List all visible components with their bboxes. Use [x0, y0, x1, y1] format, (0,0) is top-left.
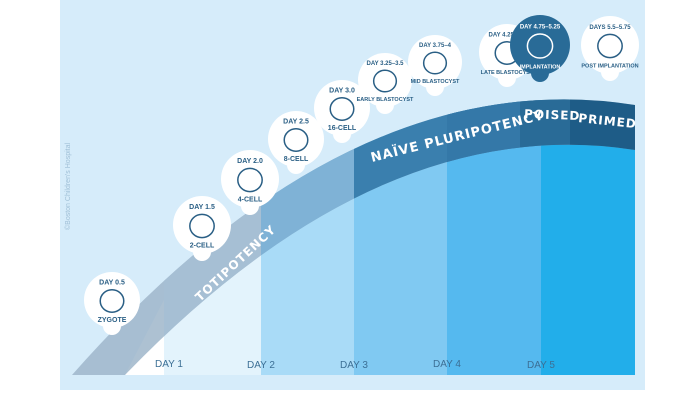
stage-day: DAY 0.5 [99, 280, 125, 287]
stage-name: EARLY BLASTOCYST [357, 97, 414, 103]
bubble-circle [408, 35, 462, 89]
bubble-circle [581, 16, 639, 74]
stage-day: DAY 3.25–3.5 [366, 61, 404, 67]
stage-bubble: DAY 3.0 16-CELL [314, 80, 370, 143]
stage-day: DAY 4.75–5.25 [520, 25, 561, 31]
stage-day: DAY 2.0 [237, 158, 263, 165]
embryo-icon [237, 167, 263, 193]
stage-bubble: DAYS 5.5–5.75 POST IMPLANTATION [581, 16, 639, 81]
day-label: DAY 4 [433, 359, 461, 370]
stage-name: MID BLASTOCYST [411, 79, 460, 85]
stage-bubble: DAY 1.5 2-CELL [173, 196, 231, 261]
embryo-icon [526, 33, 554, 59]
column-day5 [541, 105, 635, 375]
stage-name: 2-CELL [190, 243, 215, 250]
embryo-icon [372, 69, 398, 93]
embryo-icon [283, 128, 309, 152]
stage-bubble: DAY 3.25–3.5 EARLY BLASTOCYST [357, 53, 414, 114]
stage-name: IMPLANTATION [520, 64, 561, 70]
embryo-icon [329, 97, 355, 121]
stage-name: 4-CELL [238, 197, 263, 204]
stage-bubble: DAY 2.5 8-CELL [268, 111, 324, 174]
stage-bubble: DAY 3.75–4 MID BLASTOCYST [408, 35, 462, 96]
stage-name: 16-CELL [328, 125, 357, 132]
stage-bubble: DAY 4.75–5.25 IMPLANTATION [510, 15, 570, 82]
embryo-icon [99, 289, 125, 313]
bubble-circle [314, 80, 370, 136]
bubble-circle [358, 53, 412, 107]
stage-bubble: DAY 2.0 4-CELL [221, 150, 279, 215]
embryo-icon [189, 213, 215, 239]
bubble-circle [268, 111, 324, 167]
stage-day: DAY 1.5 [189, 204, 215, 211]
stage-name: POST IMPLANTATION [581, 64, 638, 70]
bubble-circle [221, 150, 279, 208]
day-label: DAY 5 [527, 360, 555, 371]
copyright-credit: ©Boston Children's Hospital [64, 143, 72, 230]
stage-name: ZYGOTE [98, 317, 127, 324]
stage-name: 8-CELL [284, 156, 309, 163]
day-label: DAY 3 [340, 360, 368, 371]
embryo-icon [422, 51, 448, 75]
panel-mask [60, 0, 645, 375]
stage-day: DAY 2.5 [283, 119, 309, 126]
day-label: DAY 1 [155, 359, 183, 370]
stage-day: DAY 3.75–4 [419, 43, 452, 49]
stage-name: LATE BLASTOCYST [481, 70, 534, 76]
day-label: DAY 2 [247, 360, 275, 371]
stage-bubble: DAY 0.5 ZYGOTE [84, 272, 140, 335]
phase-primed: PRIMED [578, 111, 638, 131]
embryo-icon [597, 33, 623, 59]
phase-poised: POISED [524, 107, 581, 123]
stage-day: DAY 4.25–4.5 [488, 33, 526, 39]
bubble-circle [510, 15, 570, 75]
bubble-circle [84, 272, 140, 328]
bubble-circle [173, 196, 231, 254]
stage-day: DAYS 5.5–5.75 [589, 25, 631, 31]
stage-day: DAY 3.0 [329, 88, 355, 95]
